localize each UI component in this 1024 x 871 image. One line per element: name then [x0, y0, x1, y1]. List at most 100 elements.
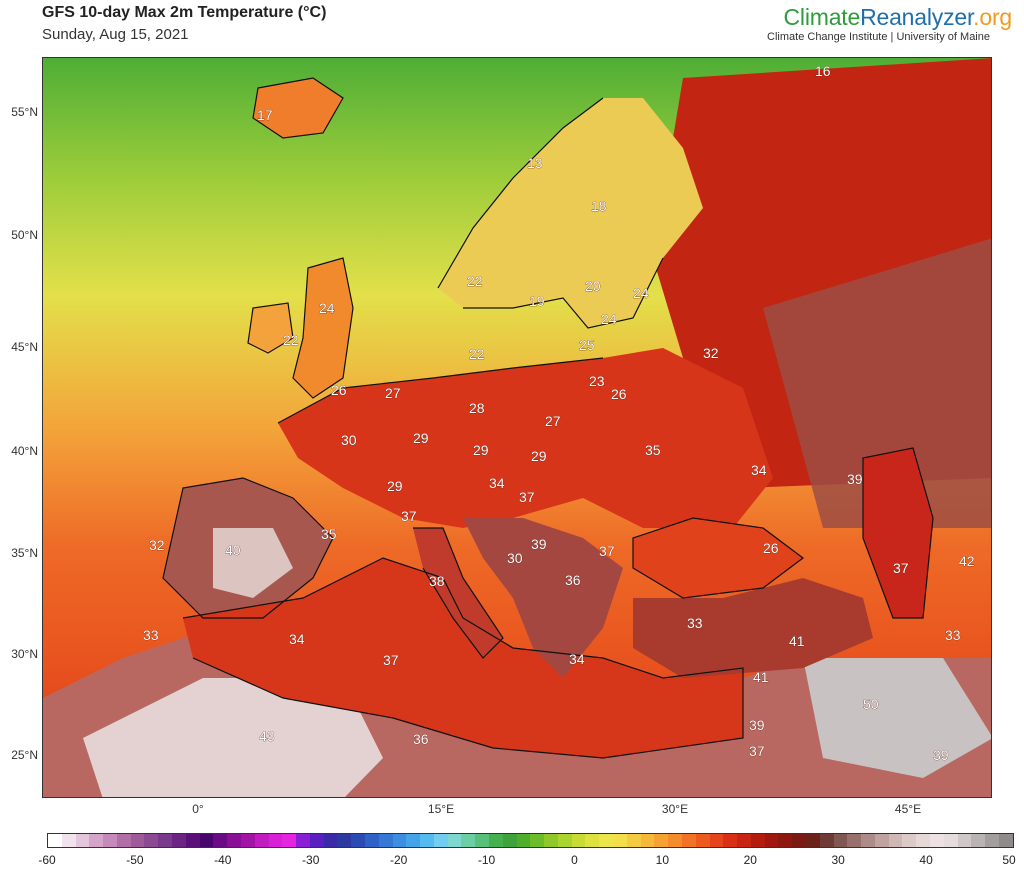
colorbar-tick-label: 0: [571, 853, 578, 867]
lat-label-40n: 40°N: [11, 444, 38, 458]
temp-label: 43: [259, 728, 275, 744]
colorbar-swatch: [130, 834, 145, 847]
colorbar-swatch: [240, 834, 255, 847]
temp-label: 32: [703, 345, 719, 361]
temp-label: 34: [569, 651, 585, 667]
temp-label: 35: [321, 526, 337, 542]
land-italy: [413, 528, 503, 658]
colorbar-swatch: [957, 834, 972, 847]
temp-label: 24: [633, 285, 649, 301]
colorbar-swatch: [819, 834, 834, 847]
temp-label: 29: [473, 442, 489, 458]
colorbar-swatch: [998, 834, 1013, 847]
arabia-hot-core: [803, 658, 991, 778]
temp-label: 22: [467, 273, 483, 289]
brand-part-1: Climate: [783, 4, 861, 30]
temp-label: 30: [341, 432, 357, 448]
colorbar-swatch: [888, 834, 903, 847]
colorbar-swatch: [378, 834, 393, 847]
land-scandinavia: [438, 98, 703, 328]
colorbar-swatch: [599, 834, 614, 847]
colorbar-swatch: [613, 834, 627, 847]
colorbar-swatch: [902, 834, 917, 847]
temp-label: 37: [401, 508, 417, 524]
temp-label: 39: [531, 536, 547, 552]
colorbar-tick-label: 20: [743, 853, 757, 867]
colorbar-swatch: [502, 834, 517, 847]
colorbar-swatch: [723, 834, 738, 847]
colorbar-tick-label: 10: [655, 853, 670, 867]
colorbar-swatch: [447, 834, 462, 847]
land-central-europe: [278, 348, 773, 528]
colorbar-swatch: [833, 834, 848, 847]
colorbar-swatch: [971, 834, 986, 847]
colorbar-tick-label: 40: [919, 853, 933, 867]
colorbar-swatch: [792, 834, 806, 847]
temp-label: 33: [945, 627, 961, 643]
colorbar-swatch: [254, 834, 269, 847]
colorbar-swatch: [571, 834, 586, 847]
temp-label: 28: [469, 400, 485, 416]
colorbar-swatch: [392, 834, 407, 847]
colorbar-tick-label: -50: [126, 853, 144, 867]
colorbar-swatch: [585, 834, 600, 847]
colorbar-swatch: [985, 834, 999, 847]
temp-label: 22: [283, 332, 299, 348]
colorbar-swatch: [626, 834, 641, 847]
temp-label: 26: [611, 386, 627, 402]
colorbar-swatch: [420, 834, 434, 847]
land-balkans: [463, 518, 623, 678]
sahara-hot-core: [83, 678, 383, 797]
temp-label: 41: [753, 669, 769, 685]
temp-label: 34: [289, 631, 305, 647]
brand-tagline: Climate Change Institute | University of…: [767, 31, 990, 43]
colorbar-swatch: [530, 834, 545, 847]
colorbar-swatch: [930, 834, 944, 847]
land-iceland: [253, 78, 343, 138]
lat-label-50n: 50°N: [11, 228, 38, 242]
colorbar-swatch: [516, 834, 531, 847]
temp-label: 27: [385, 385, 401, 401]
temp-label: 41: [789, 633, 805, 649]
colorbar-swatch: [654, 834, 669, 847]
temp-label: 39: [847, 471, 863, 487]
colorbar-swatch: [75, 834, 90, 847]
temp-label: 26: [331, 382, 347, 398]
colorbar-swatch: [461, 834, 476, 847]
colorbar-swatch: [364, 834, 379, 847]
colorbar-swatch: [172, 834, 186, 847]
colorbar-swatch: [943, 834, 958, 847]
temp-label: 35: [645, 442, 661, 458]
temp-label: 37: [599, 543, 615, 559]
temperature-map[interactable]: 17 16 13 18 22 19 20 24 24 22 24 25 22 3…: [42, 57, 992, 798]
colorbar-tick-label: 50: [1002, 853, 1016, 867]
temp-label: 50: [863, 696, 879, 712]
temp-label: 37: [383, 652, 399, 668]
temp-label: 22: [469, 346, 485, 362]
colorbar-swatch: [750, 834, 765, 847]
temp-label: 17: [257, 107, 273, 123]
land-russia-south: [763, 238, 991, 528]
temp-label: 29: [531, 448, 547, 464]
lat-label-45n: 45°N: [11, 340, 38, 354]
temp-label: 29: [387, 478, 403, 494]
colorbar-swatch: [89, 834, 104, 847]
lon-label-45e: 45°E: [894, 802, 922, 816]
black-sea: [633, 518, 803, 598]
colorbar-swatch: [737, 834, 751, 847]
land-ireland: [248, 303, 293, 353]
colorbar-swatch: [282, 834, 297, 847]
brand-logo[interactable]: ClimateReanalyzer.org: [783, 4, 1013, 31]
temperature-colorbar: [47, 833, 1014, 848]
temp-label: 24: [319, 300, 335, 316]
temp-label: 19: [529, 293, 545, 309]
colorbar-swatch: [695, 834, 710, 847]
colorbar-swatch: [489, 834, 503, 847]
temp-label: 36: [413, 731, 429, 747]
colorbar-swatch: [351, 834, 365, 847]
colorbar-swatch: [323, 834, 338, 847]
colorbar-swatch: [158, 834, 173, 847]
temp-label: 18: [591, 198, 607, 214]
temp-label: 42: [959, 553, 975, 569]
land-turkey: [633, 578, 873, 678]
